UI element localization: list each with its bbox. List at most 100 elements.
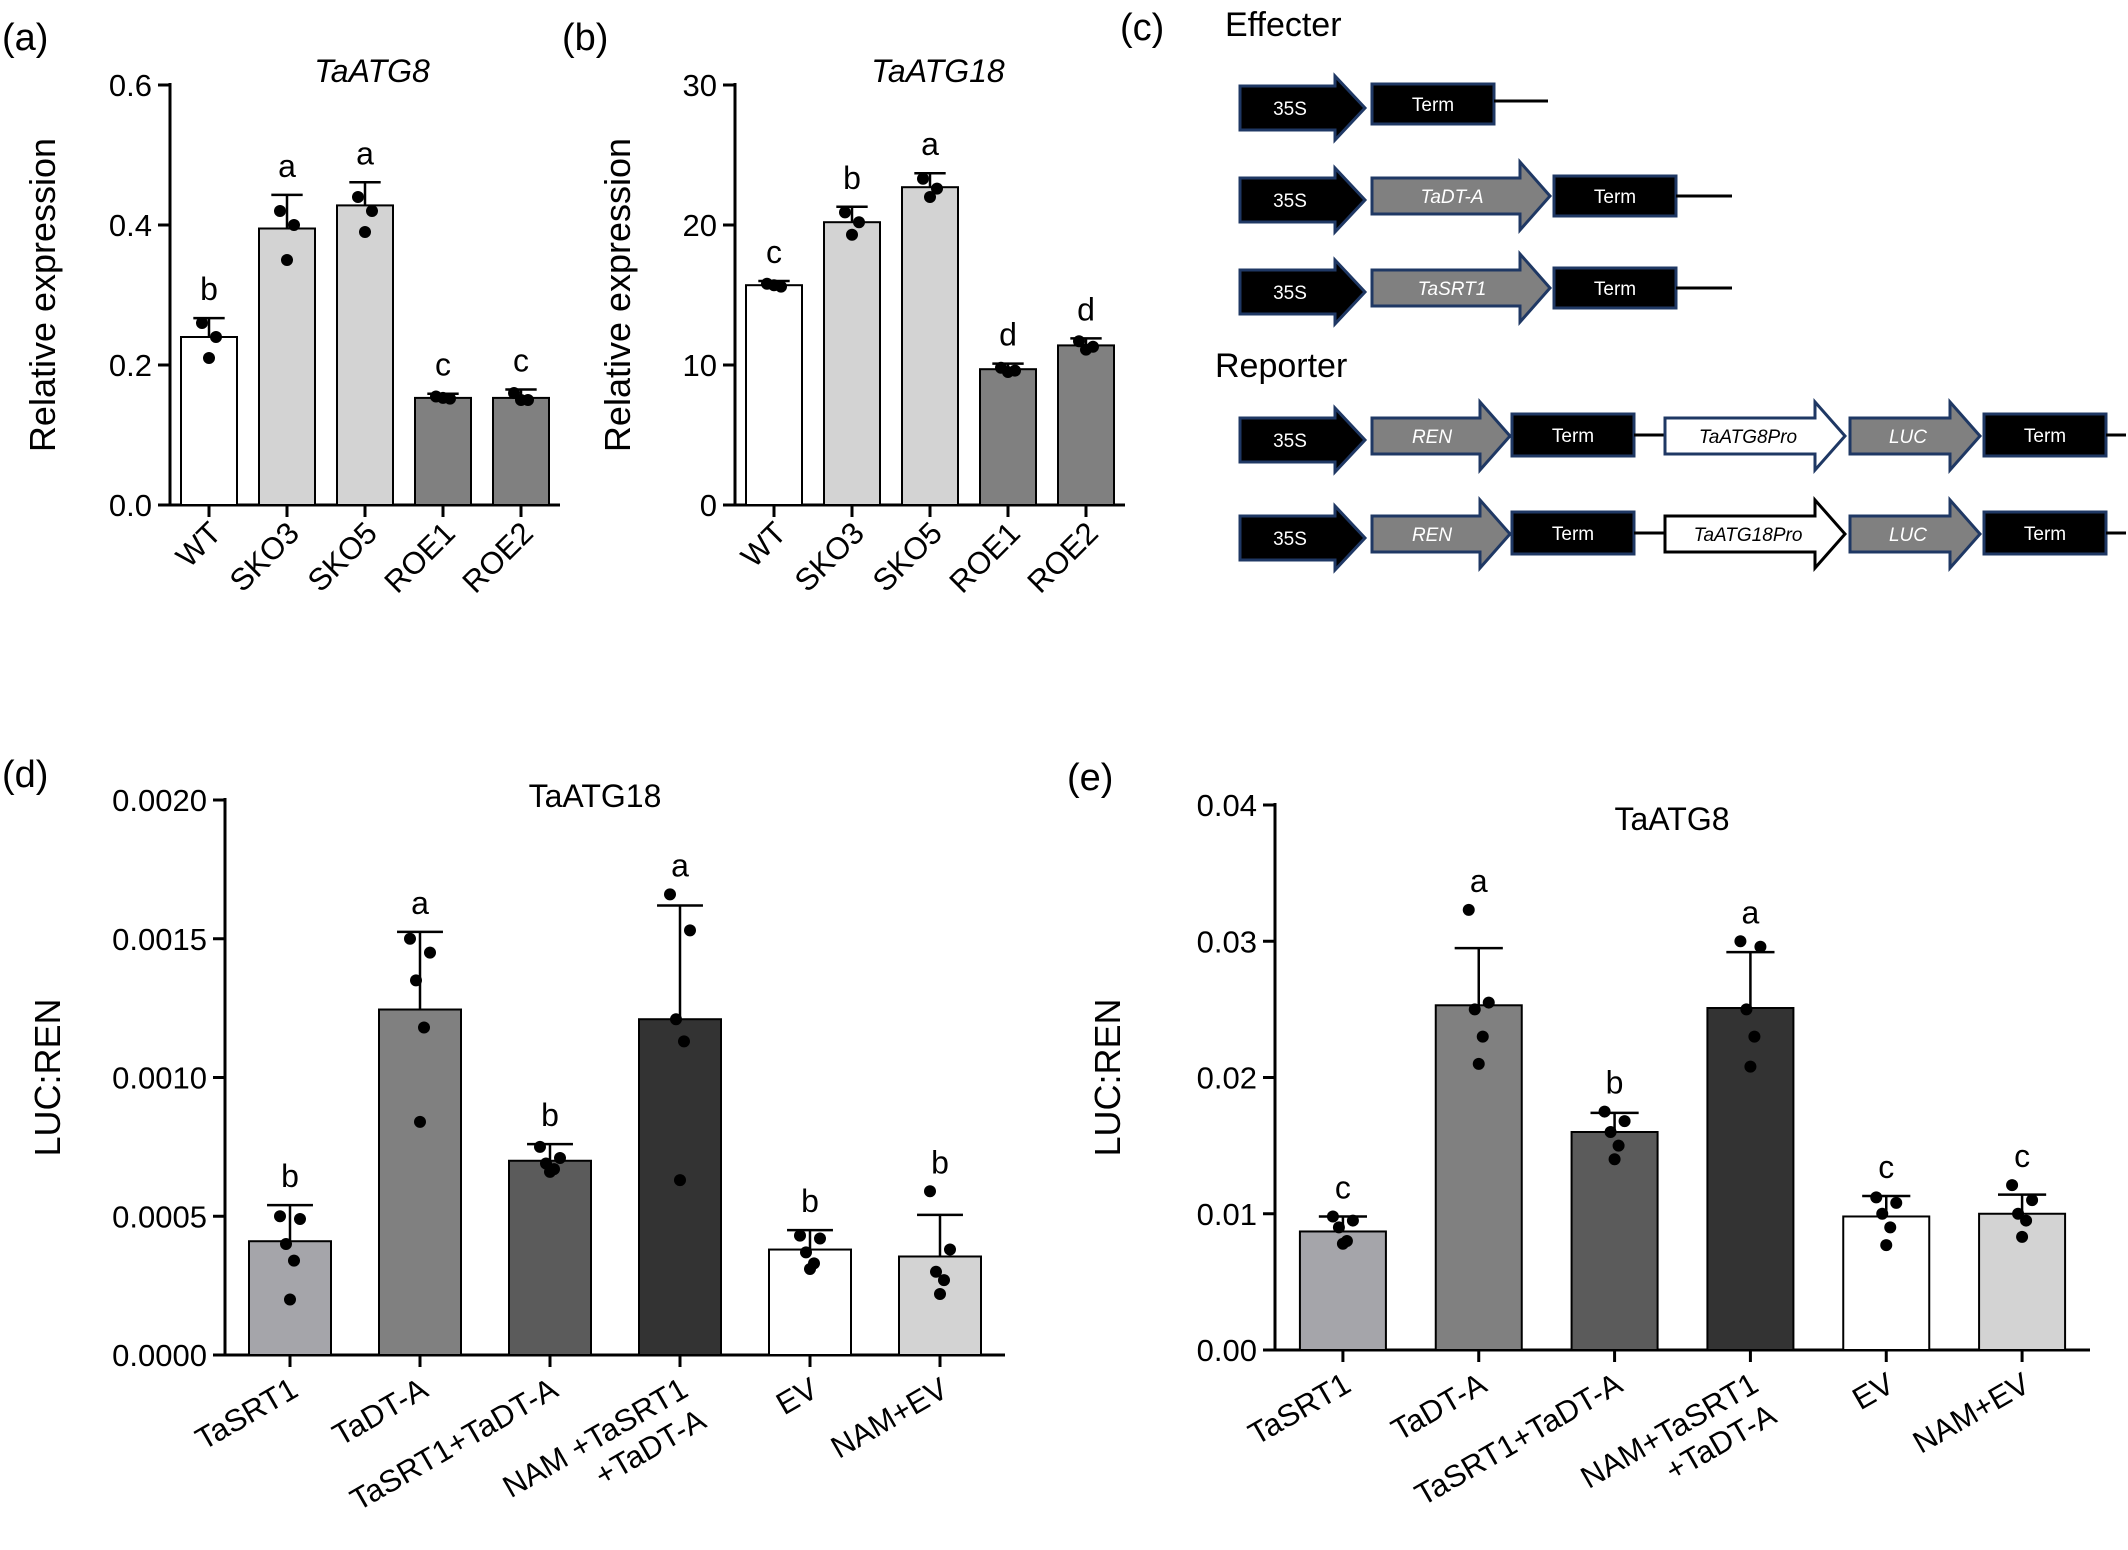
significance-letter: a (278, 148, 296, 184)
terminator-box (1510, 412, 1636, 458)
terminator-box (1370, 82, 1496, 126)
gene-arrow (1370, 250, 1553, 326)
atg-promoter-label: TaATG8Pro (1699, 427, 1797, 448)
y-tick-label: 0.4 (109, 208, 152, 243)
data-point (1618, 1115, 1631, 1128)
data-point (437, 391, 449, 404)
data-point (544, 1165, 556, 1178)
bar (823, 221, 881, 506)
category-label: WT (169, 515, 228, 574)
promoter-arrow (1238, 256, 1368, 328)
terminator-label: Term (1412, 95, 1454, 116)
significance-letter: b (541, 1097, 559, 1133)
significance-letter: c (1335, 1169, 1351, 1205)
y-tick-label: 10 (683, 348, 717, 383)
construct-diagram: Effecter Reporter 35S Term 35S TaDT-A Te… (1215, 6, 2126, 574)
y-tick-label: 0.0000 (112, 1338, 207, 1373)
effecter-title: Effecter (1225, 6, 1342, 44)
data-point (1332, 1221, 1345, 1234)
data-point (768, 279, 780, 292)
ren-arrow (1370, 398, 1513, 474)
bar (979, 368, 1037, 507)
data-point (674, 1174, 686, 1187)
data-point (2006, 1179, 2019, 1192)
effecter-construct-3: 35S TaSRT1 Term (1238, 250, 1732, 328)
bar (1057, 344, 1115, 506)
data-point (404, 932, 416, 945)
data-point (352, 191, 364, 203)
luc-label: LUC (1889, 525, 1927, 546)
data-point (1326, 1210, 1339, 1223)
data-point (281, 254, 293, 266)
significance-letter: c (1878, 1149, 1894, 1185)
data-point (1612, 1139, 1625, 1152)
reporter-construct-1: 35S REN Term TaATG8Pro LUC Term (1238, 398, 2126, 476)
data-point (931, 182, 943, 195)
promoter-arrow (1238, 164, 1368, 236)
category-label: TaDT-A (1385, 1366, 1492, 1448)
panel-label-d: (d) (2, 754, 48, 796)
effecter-construct-2: 35S TaDT-A Term (1238, 158, 1732, 236)
category-label: TaSRT1 (1242, 1366, 1356, 1452)
promoter-label: 35S (1273, 431, 1307, 452)
y-tick-label: 0.00 (1197, 1333, 1257, 1368)
ren-label: REN (1412, 427, 1452, 448)
category-label: NAM+EV (1907, 1366, 2036, 1461)
y-tick-label: 0 (700, 488, 717, 523)
promoter-arrow (1238, 72, 1368, 144)
promoter-label: 35S (1273, 99, 1307, 120)
atg-promoter-arrow (1663, 496, 1848, 572)
y-tick-label: 0.04 (1197, 788, 1257, 823)
chart-panel-b: 0 10 20 30 Relative expression TaATG18 c WT b SKO… (597, 53, 1125, 600)
promoter-label: 35S (1273, 191, 1307, 212)
y-tick-label: 0.0005 (112, 1199, 207, 1234)
data-point (1468, 1003, 1481, 1016)
category-label: SKO5 (866, 515, 949, 598)
data-point (410, 974, 422, 987)
significance-letter: b (801, 1183, 819, 1219)
significance-letter: d (999, 317, 1017, 353)
chart-title: TaATG8 (314, 53, 430, 89)
category-label: ROE2 (1021, 515, 1105, 599)
gene-label: TaSRT1 (1418, 279, 1487, 300)
gene-arrow (1370, 158, 1553, 234)
chart-title: TaATG18 (871, 53, 1005, 89)
data-point (1754, 940, 1767, 953)
data-point (839, 206, 851, 219)
chart-panel-d: 0.0000 0.0005 0.0010 0.0015 0.0020 LUC:REN TaA… (27, 778, 1005, 1518)
y-tick-label: 20 (683, 208, 717, 243)
data-point (418, 1021, 430, 1034)
y-tick-label: 0.2 (109, 348, 152, 383)
data-point (917, 172, 929, 185)
category-label: EV (1846, 1366, 1900, 1417)
significance-letter: c (2014, 1138, 2030, 1174)
data-point (1462, 903, 1475, 916)
bar (378, 1008, 462, 1356)
chart-title: TaATG18 (529, 778, 662, 814)
y-tick-label: 0.01 (1197, 1197, 1257, 1232)
y-tick-label: 30 (683, 68, 717, 103)
data-point (1608, 1153, 1621, 1166)
data-point (794, 1229, 806, 1242)
category-label: ROE2 (456, 515, 540, 599)
data-point (274, 1210, 286, 1223)
bar (1570, 1131, 1659, 1351)
y-tick-label: 0.03 (1197, 924, 1257, 959)
data-point (934, 1287, 946, 1300)
bar (1842, 1215, 1931, 1351)
data-point (670, 1013, 682, 1026)
y-tick-label: 0.0010 (112, 1061, 207, 1096)
bar (1706, 1007, 1795, 1351)
y-tick-label: 0.0020 (112, 783, 207, 818)
category-label: EV (770, 1371, 824, 1422)
significance-letter: a (1470, 863, 1488, 899)
data-point (800, 1246, 812, 1259)
y-axis-title: LUC:REN (1087, 998, 1128, 1156)
data-point (359, 226, 371, 238)
category-label: SKO3 (788, 515, 871, 598)
terminator-label: Term (1594, 279, 1636, 300)
terminator-label: Term (1552, 524, 1594, 545)
y-tick-label: 0.0 (109, 488, 152, 523)
atg-promoter-arrow (1663, 398, 1848, 474)
data-point (284, 1293, 296, 1306)
